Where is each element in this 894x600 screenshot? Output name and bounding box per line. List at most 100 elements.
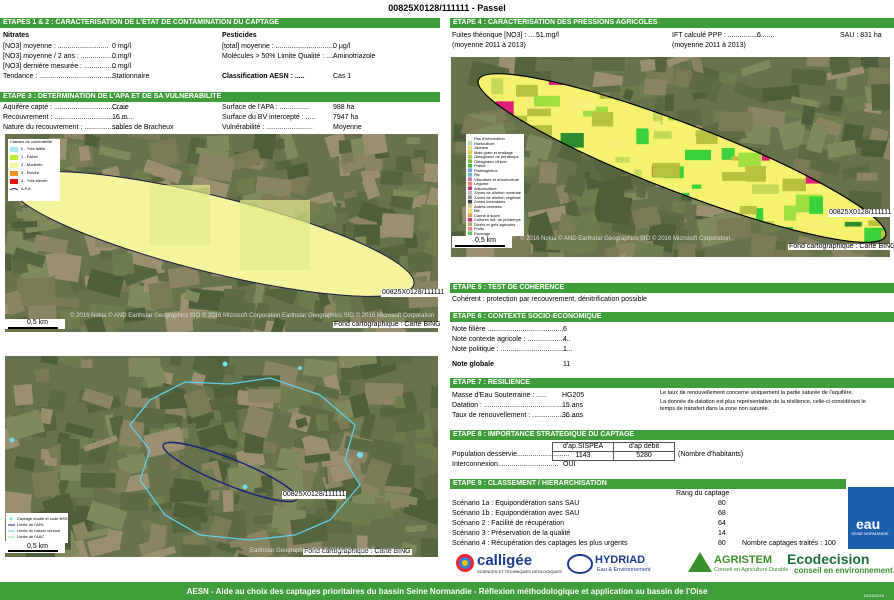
note-text: temps de transfert dans la zone non satu… [660, 406, 770, 412]
map-credit: Fond cartographique : Carte BING [303, 548, 412, 555]
terrain-texture [0, 216, 4, 224]
terrain-texture [791, 68, 827, 87]
terrain-texture [856, 172, 878, 181]
terrain-texture [329, 462, 354, 483]
legend-swatch [467, 217, 473, 222]
crop-parcel [636, 128, 649, 145]
legend-entry: Canne à sucre [474, 212, 501, 218]
legend-swatch [9, 188, 19, 191]
terrain-texture [350, 552, 372, 557]
terrain-texture [227, 464, 263, 492]
crop-parcel [572, 97, 596, 111]
legend-entry: A.P.A [21, 186, 31, 191]
terrain-texture [204, 393, 239, 413]
field-label: Vulnérabilité : ........................ [222, 124, 313, 131]
terrain-texture [841, 163, 871, 181]
logo-subtext: conseil en environnement [794, 566, 893, 575]
terrain-texture [677, 243, 696, 257]
legend-entry: Cultures ind. de printemps [474, 217, 521, 222]
field-value: 80 [718, 540, 726, 547]
table-cell: 5280 [613, 451, 675, 461]
legend-swatch [10, 179, 18, 184]
terrain-texture [451, 152, 467, 185]
field-value: 16 m [112, 114, 128, 121]
terrain-texture [60, 438, 80, 466]
legend-box [466, 134, 524, 236]
terrain-texture [361, 177, 381, 200]
field-value: 1 [563, 346, 567, 353]
legend-entry: Zones incendiées [474, 199, 506, 204]
legend-entry: Fourrage [474, 230, 491, 236]
scale-label: 0,5 km [27, 543, 49, 550]
terrain-texture [563, 174, 587, 198]
legend-entry: Riz [474, 172, 480, 177]
field-label: Scénario 1a : Equipondération sans SAU [452, 500, 580, 507]
terrain-texture [644, 78, 668, 96]
terrain-texture [12, 247, 46, 269]
field-value: 4 [563, 336, 567, 343]
terrain-texture [844, 266, 882, 280]
field-note: (moyenne 2011 à 2013) [672, 42, 746, 49]
logo-box [848, 487, 894, 549]
terrain-texture [419, 467, 438, 501]
terrain-texture [631, 204, 662, 231]
terrain-texture [77, 527, 111, 541]
terrain-texture [361, 134, 388, 156]
well-point [357, 452, 363, 458]
terrain-texture [790, 96, 821, 108]
legend-entry: Mais grain et ensilage [474, 149, 513, 155]
terrain-texture [47, 389, 68, 412]
map-label: 00825X0128/111111 [828, 209, 893, 217]
terrain-texture [31, 470, 60, 499]
terrain-texture [382, 71, 406, 90]
field-value: 0 µg/l [333, 43, 351, 50]
legend-entry: 4 - Très élevée [21, 178, 48, 183]
terrain-texture [356, 535, 368, 549]
terrain-texture [801, 103, 816, 126]
terrain-texture [236, 178, 255, 194]
terrain-texture [100, 250, 112, 260]
terrain-texture [34, 335, 56, 348]
field-label: [total] moyenne : ......................… [222, 43, 336, 50]
terrain-texture [302, 358, 338, 380]
field-label: Aquifère capté : .......................… [3, 104, 128, 111]
crop-parcel [582, 106, 608, 117]
terrain-texture [359, 412, 376, 440]
terrain-texture [429, 386, 438, 409]
terrain-texture [718, 71, 738, 86]
crop-parcel [722, 171, 750, 181]
terrain-texture [392, 188, 419, 198]
logo-text: eau [856, 516, 881, 532]
crop-parcel [634, 169, 642, 179]
terrain-texture [761, 84, 800, 102]
legend-entry: 0 - Très faible [21, 146, 46, 151]
terrain-texture [772, 254, 802, 257]
terrain-texture [592, 57, 626, 72]
legend-swatch [467, 168, 473, 173]
field-value: 0 mg/l [112, 53, 132, 60]
terrain-texture [195, 146, 230, 159]
terrain-texture [289, 515, 329, 546]
well-point [242, 484, 248, 490]
field-value: 15 ans [562, 402, 584, 409]
terrain-texture [393, 430, 406, 442]
legend-entry: Limite de l'AAC [17, 534, 45, 539]
terrain-texture [829, 95, 843, 112]
terrain-texture [116, 452, 149, 477]
terrain-texture [357, 324, 377, 332]
crop-parcel [560, 132, 584, 148]
field-value: 80 [718, 500, 726, 507]
terrain-texture [5, 224, 9, 237]
terrain-texture [14, 455, 36, 472]
field-label: Note globale [452, 361, 495, 368]
terrain-texture [80, 472, 116, 488]
map-label: 00825X0128/111111 [282, 491, 347, 499]
crop-parcel [868, 220, 884, 227]
legend-entry: Oléagineux d'hiver [474, 158, 508, 164]
field-value: sables de Bracheux [112, 124, 174, 131]
terrain-texture [222, 490, 234, 519]
section-header: ETAPE 4 : CARACTERISATION DES PRESSIONS … [450, 18, 894, 28]
field-value: Nombre captages traités : 100 [742, 540, 836, 547]
terrain-texture [604, 246, 622, 257]
